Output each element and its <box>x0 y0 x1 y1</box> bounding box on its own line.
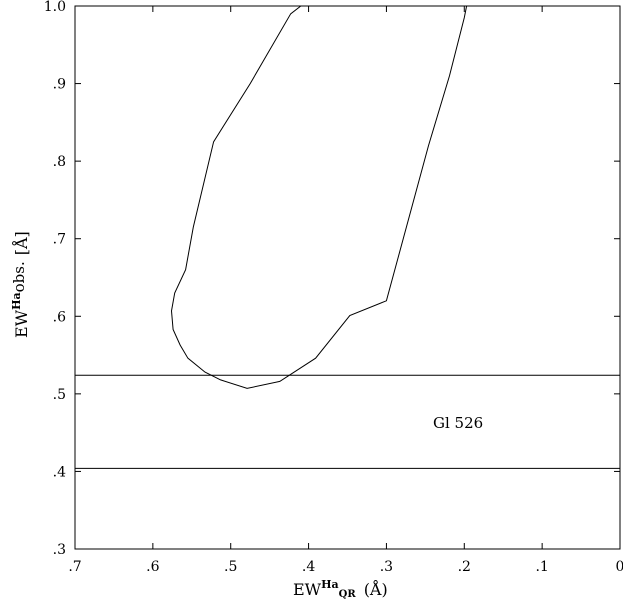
y-tick-label-2: .5 <box>53 387 66 403</box>
x-axis-title: EWHaQR (Å) <box>293 578 388 600</box>
x-tick-label-2: .5 <box>224 559 237 575</box>
x-axis-title-sub: QR <box>339 589 357 600</box>
annotation-label: Gl 526 <box>433 414 483 432</box>
x-tick-label-6: .1 <box>535 559 548 575</box>
y-tick-label-7: 1.0 <box>44 0 66 15</box>
x-axis-ticks: .7 .6 .5 .4 .3 .2 .1 0 <box>68 6 623 575</box>
x-axis-title-main: EW <box>293 580 322 599</box>
y-axis-title-sub: obs. <box>10 261 28 292</box>
y-axis-title-unit: [Å] <box>11 231 31 255</box>
y-axis-title-sup: Ha <box>10 292 23 310</box>
y-tick-label-4: .7 <box>53 232 66 248</box>
x-tick-label-5: .2 <box>458 559 471 575</box>
contour-series <box>170 5 468 389</box>
x-tick-label-4: .3 <box>380 559 393 575</box>
x-axis-title-unit: (Å) <box>364 579 388 599</box>
x-tick-label-1: .6 <box>146 559 159 575</box>
y-tick-label-0: .3 <box>53 542 66 558</box>
y-axis-title: EWHaobs. [Å] <box>10 231 31 338</box>
y-tick-label-1: .4 <box>53 464 66 480</box>
x-axis-title-sup: Ha <box>321 578 339 591</box>
horizontal-lines <box>75 374 620 469</box>
y-tick-label-6: .9 <box>53 77 66 93</box>
x-tick-label-7: 0 <box>616 559 623 575</box>
plot-frame <box>74 5 621 550</box>
y-axis-title-main: EW <box>12 309 31 338</box>
series-line-0 <box>170 5 468 389</box>
y-axis-ticks: .3 .4 .5 .6 .7 .8 .9 1.0 <box>44 0 620 558</box>
x-tick-label-0: .7 <box>68 559 81 575</box>
y-tick-label-5: .8 <box>53 154 66 170</box>
y-tick-label-3: .6 <box>53 309 66 325</box>
x-tick-label-3: .4 <box>302 559 315 575</box>
